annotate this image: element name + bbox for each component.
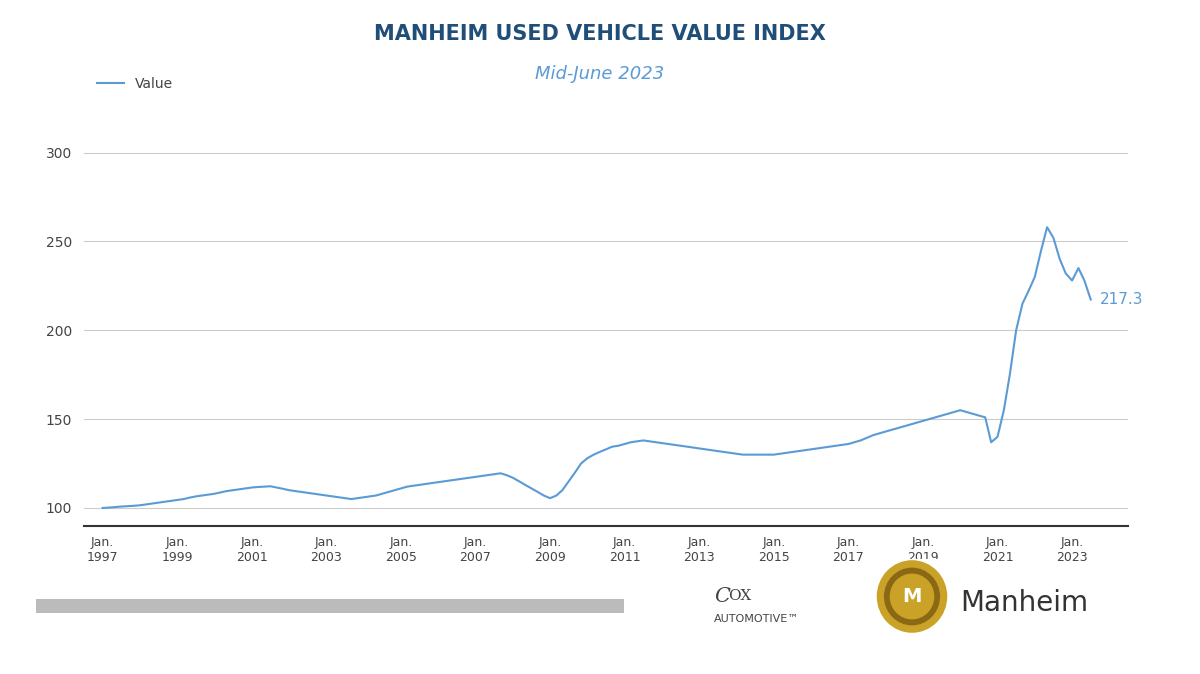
Text: OX: OX	[728, 590, 751, 603]
Text: Mid-June 2023: Mid-June 2023	[535, 65, 665, 83]
Legend: Value: Value	[91, 71, 179, 96]
Text: Manheim: Manheim	[960, 589, 1088, 617]
Circle shape	[877, 561, 947, 632]
Text: MANHEIM USED VEHICLE VALUE INDEX: MANHEIM USED VEHICLE VALUE INDEX	[374, 24, 826, 44]
Circle shape	[884, 568, 940, 625]
Text: C: C	[714, 587, 730, 606]
Text: AUTOMOTIVE™: AUTOMOTIVE™	[714, 614, 799, 623]
Text: 217.3: 217.3	[1100, 292, 1144, 307]
Circle shape	[890, 574, 934, 619]
Text: M: M	[902, 587, 922, 606]
